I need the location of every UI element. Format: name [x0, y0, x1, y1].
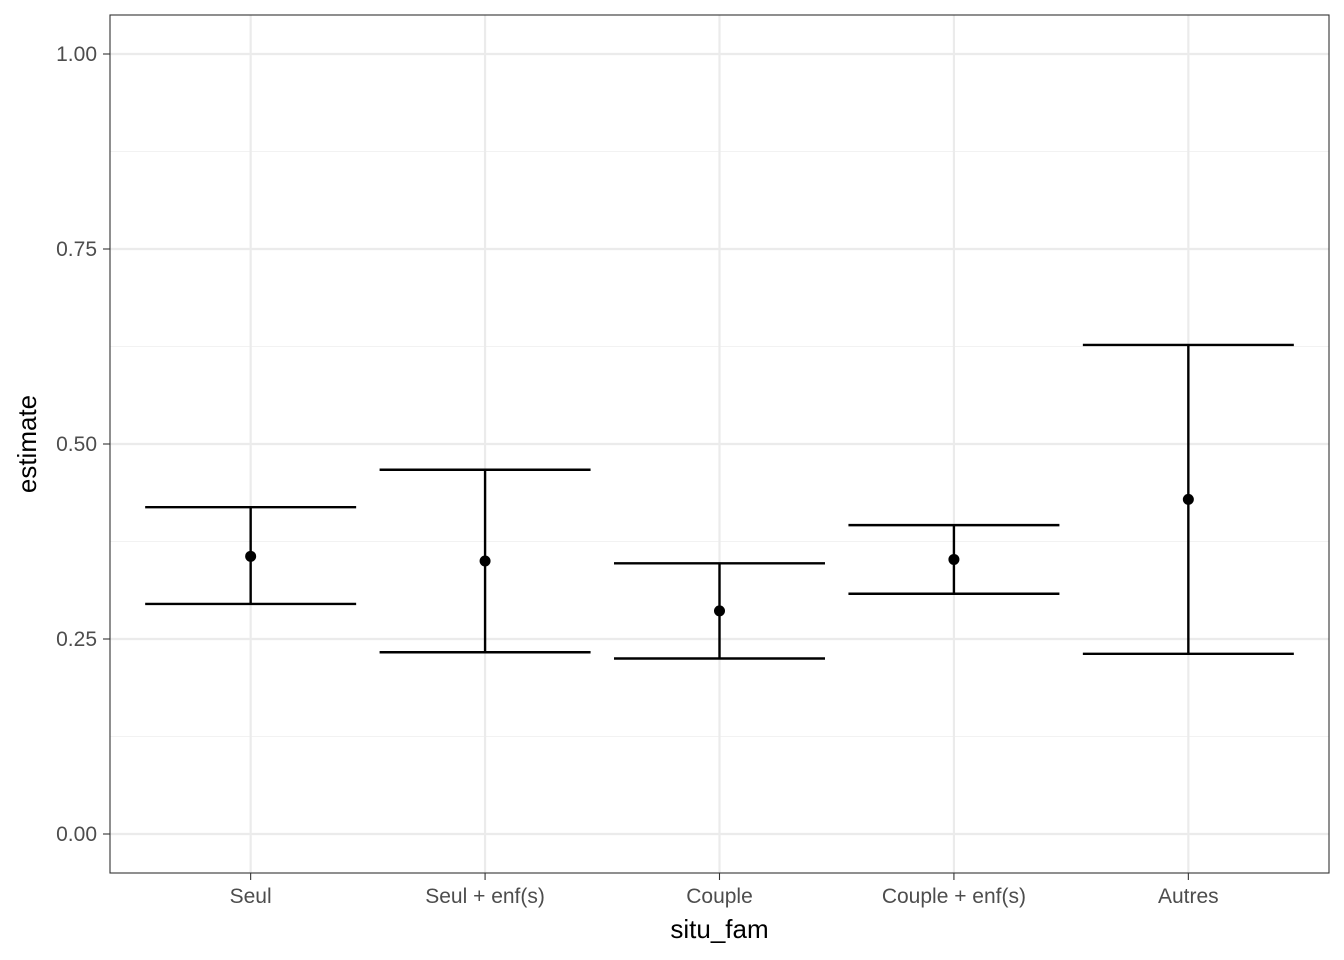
y-tick-label: 1.00 [56, 43, 97, 66]
estimate-point [479, 555, 491, 567]
estimate-point [948, 553, 960, 565]
y-axis-title: estimate [12, 395, 42, 493]
x-tick-label: Couple + enf(s) [882, 885, 1026, 908]
x-tick-label: Seul [230, 885, 272, 908]
y-tick-label: 0.25 [56, 628, 97, 651]
x-tick-label: Seul + enf(s) [425, 885, 545, 908]
marks-layer [145, 343, 1294, 660]
y-tick-label: 0.00 [56, 823, 97, 846]
x-tick-label: Autres [1158, 885, 1219, 908]
estimate-point [245, 550, 257, 562]
estimate-point [1182, 493, 1194, 505]
y-tick-label: 0.50 [56, 433, 97, 456]
axis-layer: 0.00 0.25 0.50 0.75 1.00 Seul Seul + enf(s) Cou… [56, 43, 1219, 908]
x-tick-label: Couple [686, 885, 753, 908]
x-axis-title: situ_fam [670, 914, 768, 944]
y-tick-label: 0.75 [56, 238, 97, 261]
estimate-point [714, 605, 725, 617]
